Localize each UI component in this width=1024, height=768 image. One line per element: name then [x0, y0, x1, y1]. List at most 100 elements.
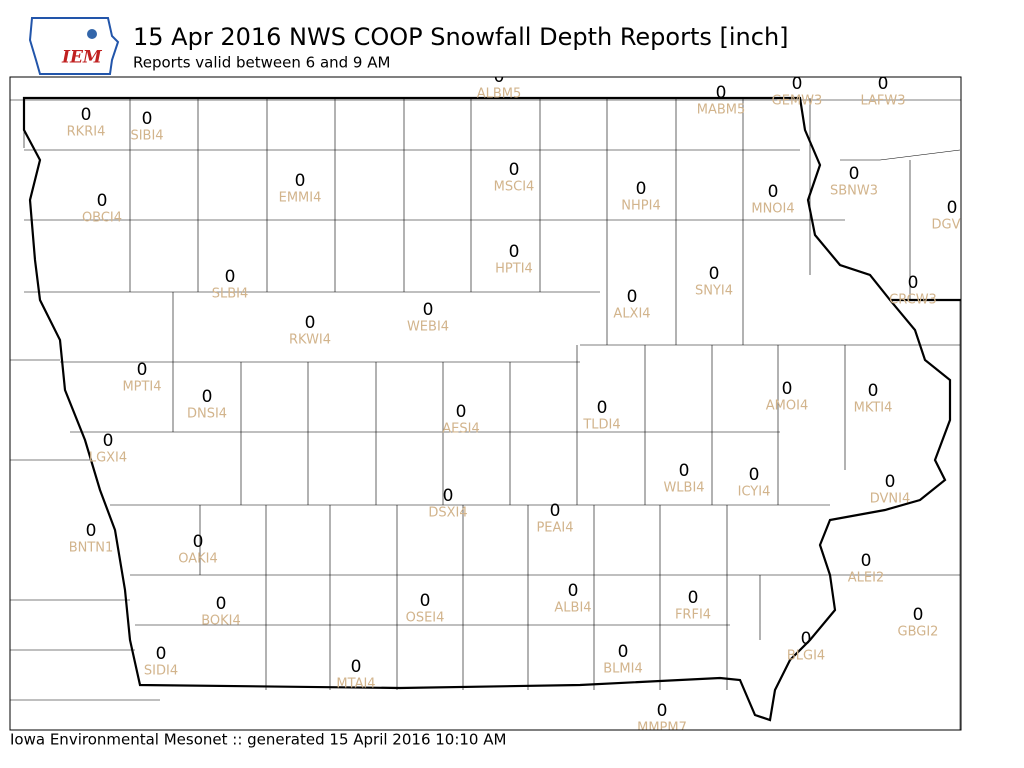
station-value: 0: [295, 171, 306, 191]
station-id: SBNW3: [830, 184, 878, 199]
station-id: MPTI4: [122, 380, 161, 395]
station-id: LGXI4: [89, 451, 127, 466]
stations: 0 ALBM5 0 MABM5 0 GEMW3 0 LAFW3 0 RKRI4 0 SIBI4 0 MSC…: [67, 67, 961, 736]
station-value: 0: [688, 588, 699, 608]
map-frame: [9, 76, 962, 731]
station-value: 0: [137, 360, 148, 380]
station-id: OBCI4: [82, 211, 122, 226]
station-id: DNSI4: [187, 407, 227, 422]
station-value: 0: [913, 605, 924, 625]
station-value: 0: [568, 581, 579, 601]
station-value: 0: [709, 264, 720, 284]
station-value: 0: [749, 465, 760, 485]
station-id: GBGI2: [898, 625, 939, 640]
station-value: 0: [351, 657, 362, 677]
station-id: MABM5: [697, 103, 746, 118]
station-id: GEMW3: [772, 94, 823, 109]
station-value: 0: [947, 198, 958, 218]
station-id: SIDI4: [144, 664, 178, 679]
station-value: 0: [225, 267, 236, 287]
station-id: FRFI4: [675, 608, 711, 623]
station-id: DSXI4: [428, 506, 467, 521]
station-value: 0: [86, 521, 97, 541]
station-id: AESI4: [442, 422, 479, 437]
station-id: CRCW3: [889, 293, 937, 308]
station-id: HPTI4: [495, 262, 533, 277]
station-value: 0: [849, 164, 860, 184]
county-lines: [10, 98, 961, 730]
station-id: TLDI4: [582, 418, 620, 433]
logo-text: IEM: [61, 48, 103, 68]
map-area: 0 ALBM5 0 MABM5 0 GEMW3 0 LAFW3 0 RKRI4 0 SIBI4 0 MSC…: [10, 67, 961, 736]
station-id: ALXI4: [613, 307, 650, 322]
station-value: 0: [103, 431, 114, 451]
station-id: DVNI4: [870, 492, 911, 507]
logo: IEM: [28, 17, 120, 75]
station-id: BOKI4: [201, 614, 241, 629]
station-id: OAKI4: [178, 552, 218, 567]
station-id: ALBI4: [554, 601, 591, 616]
station-value: 0: [456, 402, 467, 422]
station-id: AMOI4: [766, 399, 808, 414]
station-value: 0: [597, 398, 608, 418]
station-value: 0: [193, 532, 204, 552]
station-value: 0: [861, 551, 872, 571]
footer: Iowa Environmental Mesonet :: generated …: [10, 731, 506, 749]
station-id: RKWI4: [289, 333, 331, 348]
station-value: 0: [550, 501, 561, 521]
station-value: 0: [509, 242, 520, 262]
station-value: 0: [216, 594, 227, 614]
station-id: BNTN1: [69, 541, 114, 556]
station-id: ALBM5: [477, 87, 522, 102]
station-value: 0: [142, 109, 153, 129]
station-value: 0: [618, 642, 629, 662]
station-id: SLBI4: [212, 287, 249, 302]
station-value: 0: [443, 486, 454, 506]
station-id: LAFW3: [860, 94, 905, 109]
station-id: SNYI4: [695, 284, 733, 299]
station-id: ICYI4: [738, 485, 771, 500]
station-id: WLBI4: [663, 481, 704, 496]
map-title: 15 Apr 2016 NWS COOP Snowfall Depth Repo…: [133, 23, 789, 51]
station-id: NHPI4: [621, 199, 660, 214]
station-value: 0: [792, 74, 803, 94]
station-id: OSEI4: [406, 611, 445, 626]
station-value: 0: [868, 381, 879, 401]
station-id: BLMI4: [603, 662, 642, 677]
station-id: EMMI4: [279, 191, 322, 206]
station-value: 0: [420, 591, 431, 611]
station-id: SIBI4: [130, 129, 163, 144]
station-value: 0: [494, 67, 505, 87]
station-value: 0: [97, 191, 108, 211]
station-value: 0: [878, 74, 889, 94]
station-id: MNOI4: [751, 202, 794, 217]
station-value: 0: [716, 83, 727, 103]
station-id: MKTI4: [854, 401, 893, 416]
station-id: ALEI2: [848, 571, 884, 586]
station-value: 0: [156, 644, 167, 664]
station-value: 0: [636, 179, 647, 199]
station-value: 0: [801, 629, 812, 649]
map-subtitle: Reports valid between 6 and 9 AM: [133, 54, 390, 72]
station-value: 0: [509, 160, 520, 180]
iowa-border: [22, 96, 952, 722]
station-value: 0: [202, 387, 213, 407]
station-value: 0: [81, 105, 92, 125]
station-id: BLGI4: [787, 649, 825, 664]
station-id: MMPM7: [637, 721, 687, 736]
station-value: 0: [768, 182, 779, 202]
station-id: WEBI4: [407, 320, 449, 335]
station-value: 0: [679, 461, 690, 481]
station-id: RKRI4: [67, 125, 106, 140]
station-value: 0: [305, 313, 316, 333]
station-value: 0: [657, 701, 668, 721]
station-value: 0: [908, 273, 919, 293]
station-id: MTAI4: [336, 677, 375, 692]
station-value: 0: [423, 300, 434, 320]
station-value: 0: [782, 379, 793, 399]
station-id: MSCI4: [494, 180, 535, 195]
station-value: 0: [627, 287, 638, 307]
station-id: PEAI4: [536, 521, 573, 536]
